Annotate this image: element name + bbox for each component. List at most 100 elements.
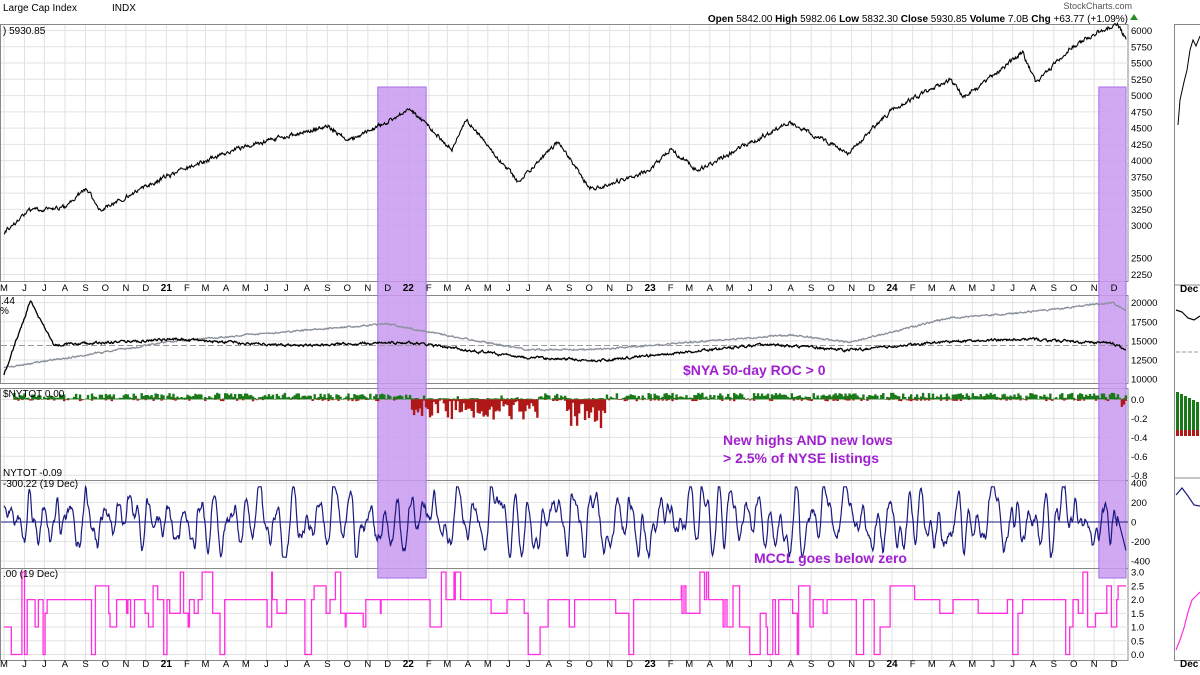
new-highs-bar [335,394,338,400]
new-lows-bar [311,399,314,402]
new-highs-bar [375,394,378,400]
x-tick-label: A [62,659,69,670]
side-highs-bar [1192,400,1195,430]
x-tick-label: F [184,283,190,294]
new-highs-bar [691,398,694,400]
x-tick-label: M [443,659,451,670]
new-highs-bar [880,394,883,400]
new-highs-bar [925,397,929,400]
new-highs-bar [913,396,917,400]
x-tick-label: F [668,659,674,670]
new-highs-bar [567,398,571,400]
new-highs-bar [480,399,483,400]
new-highs-bar [88,399,92,400]
new-highs-bar [599,397,603,400]
new-highs-bar [842,396,845,400]
new-highs-bar [758,396,762,400]
y-tick-label: 2.5 [1131,581,1144,592]
x-tick-label: D [626,283,633,294]
x-tick-label: J [748,283,753,294]
x-tick-label: N [364,659,371,670]
new-lows-bar [635,399,638,402]
new-highs-bar [538,396,541,400]
new-highs-bar [872,396,875,400]
new-highs-bar [661,396,664,400]
open-value: 5842.00 [736,14,773,25]
new-lows-bar [595,399,599,421]
mccl-annotation: MCCL goes below zero [754,550,907,566]
new-highs-bar [245,393,249,400]
new-highs-bar [452,398,456,400]
low-key: Low [839,14,859,25]
new-highs-bar [150,395,153,400]
symbol-tag: INDX [112,3,136,14]
new-lows-bar [418,399,422,409]
new-lows-bar [516,399,519,402]
new-highs-bar [275,393,279,400]
new-lows-bar [665,399,668,401]
new-highs-bar [212,398,215,400]
x-tick-label: O [827,659,834,670]
x-tick-label: F [668,283,674,294]
x-tick-label: A [787,659,794,670]
y-tick-label: 2.0 [1131,595,1144,606]
new-highs-bar [142,395,145,400]
x-tick-label: F [910,283,916,294]
high-key: High [775,14,797,25]
new-lows-bar [913,399,917,401]
new-highs-bar [876,395,879,400]
new-highs-bar [166,395,169,400]
new-highs-bar [1005,396,1008,400]
new-highs-bar [400,396,404,400]
new-highs-bar [603,399,607,400]
new-lows-bar [514,399,517,403]
side-signal-line [1175,591,1200,651]
new-lows-bar [657,399,660,401]
new-highs-bar [104,393,108,400]
new-lows-bar [834,399,837,401]
x-tick-label: M [242,283,250,294]
new-highs-bar [172,393,175,400]
new-lows-bar [355,399,358,402]
x-tick-label: J [42,659,47,670]
new-lows-bar [498,399,501,412]
new-lows-bar [375,399,378,401]
x-tick-label: J [284,659,289,670]
new-highs-bar [289,398,293,400]
new-lows-bar [707,399,710,400]
x-tick-label: J [526,283,531,294]
y-tick-label: 5250 [1131,75,1152,86]
new-lows-bar [919,399,923,401]
new-highs-bar [852,393,855,400]
x-tick-label: N [364,283,371,294]
x-tick-label: F [910,659,916,670]
new-highs-bar [154,393,157,400]
new-highs-bar [923,397,927,400]
y-tick-label: 20000 [1131,298,1157,309]
x-tick-label: M [484,659,492,670]
new-lows-bar [474,399,477,403]
new-highs-bar [824,395,827,400]
new-highs-bar [1086,395,1090,400]
new-lows-bar [104,399,108,401]
new-lows-bar [911,399,915,401]
new-highs-bar [168,393,171,400]
new-highs-bar [591,397,595,400]
new-highs-bar [35,396,38,400]
new-lows-bar [1005,399,1008,401]
new-highs-bar [349,397,352,400]
x-tick-label: O [585,283,592,294]
new-highs-bar [653,393,656,400]
new-highs-bar [1055,397,1058,400]
new-lows-bar [579,399,583,405]
new-highs-bar [627,395,631,400]
new-lows-bar [733,399,736,402]
x-tick-label: S [82,659,88,670]
new-highs-bar [408,394,412,400]
new-highs-bar [882,392,885,400]
new-lows-bar [29,399,32,401]
new-highs-bar [619,399,623,400]
new-highs-bar [689,397,692,400]
close-key: Close [901,14,929,25]
x-tick-label: D [626,659,633,670]
